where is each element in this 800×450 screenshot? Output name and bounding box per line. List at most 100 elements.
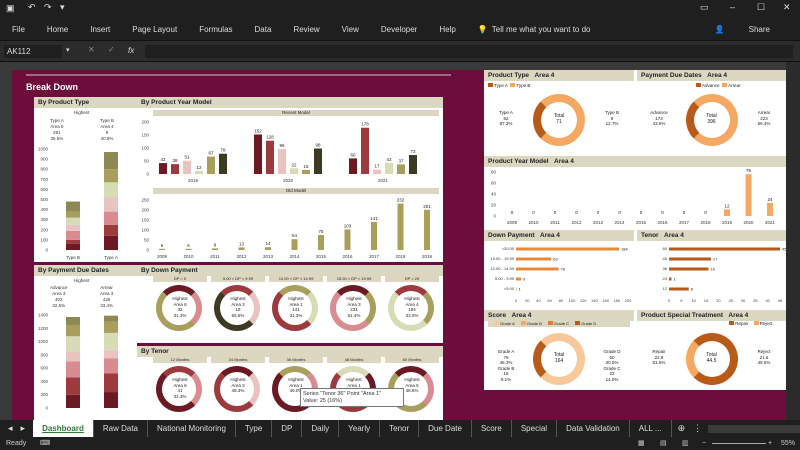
donut-ring[interactable] — [156, 366, 202, 412]
name-box-dropdown-icon[interactable]: ▾ — [66, 47, 70, 54]
sheet-tab[interactable]: National Monitoring — [148, 420, 236, 437]
donut-text-line: 231 — [350, 307, 358, 312]
recent-model-chart[interactable]: 200 150 100 50 0 42 38 51 12 67 78 152 128 96 22 16 98 60… — [137, 116, 443, 186]
share-button[interactable]: 👤 Share — [714, 24, 770, 34]
old-model-chart[interactable]: 250 200 150 100 50 0 6 2009 6 2010 8 2011 13 2012 14 20… — [137, 194, 443, 262]
sheet-tab[interactable]: Raw Data — [94, 420, 148, 437]
donut-ring[interactable] — [330, 285, 376, 331]
sheet-tab[interactable]: Score — [472, 420, 512, 437]
donut-ring[interactable] — [388, 285, 434, 331]
area-tenor-chart[interactable]: 60 45 48 17 36 16 24 1 12 8 0 5 10 15 20 25 30 35 40 45 — [637, 242, 786, 308]
highest-label: Highest — [74, 278, 90, 283]
tab-page-layout[interactable]: Page Layout — [132, 24, 178, 34]
sheet-tab[interactable]: Due Date — [419, 420, 472, 437]
tab-formulas[interactable]: Formulas — [199, 24, 233, 34]
score-donut[interactable]: Grade A 76 46.3% Grade B 15 9.1% Grade D 50 30.5… — [484, 327, 634, 390]
maximize-icon[interactable]: ☐ — [757, 2, 766, 12]
donut-ring[interactable] — [156, 285, 202, 331]
tab-help[interactable]: Help — [439, 24, 456, 34]
save-icon[interactable]: ▣ — [6, 3, 15, 13]
donut-ring[interactable] — [272, 285, 318, 331]
page-break-icon[interactable]: ▥ — [682, 440, 689, 447]
donut-ring[interactable] — [685, 94, 738, 146]
y-tick-label: 1400 — [38, 313, 49, 318]
area-down-payment-chart[interactable]: >20.00 184 15.00 - 19.99 63 10.00 - 14.99 76 5… — [484, 242, 634, 308]
panel-title: By Down Payment — [137, 265, 443, 276]
undo-icon[interactable]: ↶ — [28, 2, 36, 12]
close-icon[interactable]: ✕ — [783, 2, 791, 12]
sheet-tab[interactable]: Type — [236, 420, 273, 437]
page-layout-icon[interactable]: ▤ — [660, 440, 667, 447]
horizontal-scrollbar[interactable] — [708, 424, 800, 433]
ribbon-options-icon[interactable]: ▭ — [700, 2, 709, 12]
x-tick-label: 2021 — [765, 220, 776, 225]
bar — [302, 169, 310, 174]
donut-label: Reject 21.6 48.5% — [746, 349, 782, 366]
vertical-scrollbar[interactable] — [786, 62, 800, 420]
normal-view-icon[interactable]: ▦ — [638, 440, 645, 447]
tab-insert[interactable]: Insert — [90, 24, 111, 34]
donut-text-line: 41 — [177, 388, 183, 393]
sheet-tab[interactable]: Yearly — [339, 420, 381, 437]
next-sheet-icon[interactable]: ▸ — [20, 423, 26, 433]
panel-title: By Product Year Model — [137, 97, 443, 108]
data-label: 141 — [370, 216, 378, 221]
area-detail-panel: Product Type Area 4 Type A Type B Type A… — [484, 70, 786, 390]
tell-me-search[interactable]: Tell me what you want to do — [491, 24, 591, 34]
redo-icon[interactable]: ↷ — [44, 2, 52, 12]
legend-label: Type A — [494, 83, 508, 88]
donut-ring[interactable] — [685, 333, 738, 385]
zoom-slider[interactable] — [712, 443, 766, 444]
quick-access-dropdown-icon[interactable]: ▾ — [60, 2, 65, 12]
formula-input[interactable] — [145, 45, 793, 58]
donut-label: Advance 173 43.6% — [641, 110, 677, 127]
prev-sheet-icon[interactable]: ◂ — [8, 423, 13, 433]
label-line: 51.5% — [652, 360, 666, 365]
donut-cell: DP > 20 Highest Area 4 194 33.0% — [385, 276, 439, 343]
sheet-tab[interactable]: Dashboard — [33, 420, 94, 437]
enter-icon[interactable]: ✓ — [108, 45, 115, 54]
tab-developer[interactable]: Developer — [380, 24, 418, 34]
donut-ring[interactable] — [214, 285, 260, 331]
tab-review[interactable]: Review — [293, 24, 320, 34]
tab-data[interactable]: Data — [254, 24, 272, 34]
recent-model-header: Recent Model — [153, 110, 439, 116]
sheet-tab[interactable]: Special — [512, 420, 558, 437]
zoom-in-icon[interactable]: + — [768, 440, 773, 447]
y-tick-label: 0 — [146, 248, 149, 253]
y-tick-label: 200 — [40, 227, 48, 232]
donut-header: DP > 20 — [385, 276, 439, 282]
tab-home[interactable]: Home — [46, 24, 69, 34]
sheet-tab[interactable]: DP — [272, 420, 303, 437]
product-type-donut[interactable]: Type A 62 87.3% Type B 9 12.7% Total 71 — [484, 88, 634, 156]
special-treatment-donut[interactable]: Repair 22.9 51.5% Reject 21.6 48.5% Total 44.5 — [637, 327, 786, 390]
tab-file[interactable]: File — [12, 24, 25, 34]
x-tick-label: 2019 — [188, 178, 199, 183]
cancel-icon[interactable]: ✕ — [88, 45, 95, 54]
bar — [669, 267, 709, 271]
tab-view[interactable]: View — [341, 24, 359, 34]
payment-due-stacked-chart[interactable]: 1400 1200 1000 800 600 400 200 0 — [34, 311, 137, 420]
more-options-icon[interactable]: ⋮ — [693, 423, 703, 433]
name-box[interactable]: AK112 — [4, 45, 62, 58]
minimize-icon[interactable]: – — [730, 2, 736, 12]
sheet-tab[interactable]: Daily — [302, 420, 340, 437]
donut-header: 24 Months — [211, 357, 265, 363]
function-icon[interactable]: fx — [128, 46, 135, 55]
legend-swatch — [488, 83, 493, 87]
sheet-tab[interactable]: Data Validation — [557, 420, 630, 437]
area-year-model-chart[interactable]: 80 60 40 20 0 0 2009 0 2010 0 2011 0 2012 0 2013 0 2014 0… — [484, 168, 786, 228]
donut-ring[interactable] — [214, 366, 260, 412]
sheet-tab[interactable]: ALL ... — [630, 420, 672, 437]
zoom-level[interactable]: 55% — [781, 440, 796, 447]
panel-title: Product Special Treatment Area 4 — [637, 310, 786, 321]
donut-ring[interactable] — [533, 333, 585, 385]
payment-due-donut[interactable]: Advance 173 43.6% Arrear 223 56.4% Total 396 — [637, 88, 786, 156]
add-sheet-icon[interactable]: ⊕ — [677, 423, 686, 433]
sheet-tab[interactable]: Tenor — [380, 420, 420, 437]
label-line: 87.3% — [499, 121, 513, 126]
zoom-out-icon[interactable]: − — [702, 440, 707, 447]
data-label: 0 — [683, 210, 686, 215]
donut-ring[interactable] — [533, 94, 585, 146]
